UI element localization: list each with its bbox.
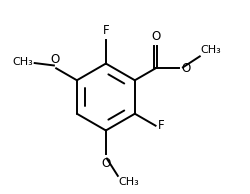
Text: O: O xyxy=(181,62,190,75)
Text: O: O xyxy=(50,53,60,66)
Text: O: O xyxy=(101,157,110,170)
Text: O: O xyxy=(151,30,160,43)
Text: F: F xyxy=(158,119,164,132)
Text: F: F xyxy=(102,24,109,37)
Text: CH₃: CH₃ xyxy=(201,45,222,55)
Text: CH₃: CH₃ xyxy=(12,57,33,67)
Text: CH₃: CH₃ xyxy=(119,177,140,187)
